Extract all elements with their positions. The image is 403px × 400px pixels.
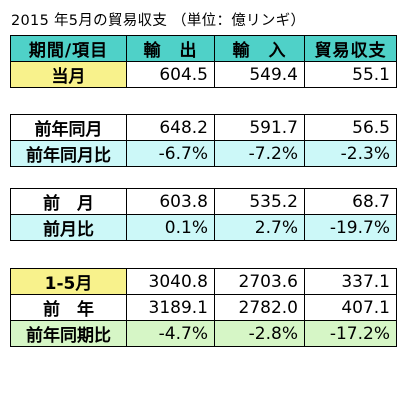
import-value: 535.2	[214, 188, 305, 215]
export-value: 603.8	[126, 188, 215, 215]
header-row: 期間/項目 輸 出 輸 入 貿易収支	[10, 35, 397, 62]
prev-year-period-ratio-row: 前年同期比 -4.7% -2.8% -17.2%	[10, 320, 397, 347]
export-value: 0.1%	[126, 214, 215, 241]
import-value: 2.7%	[214, 214, 305, 241]
row-label: 前年同月比	[10, 140, 127, 167]
current-month-row: 当月 604.5 549.4 55.1	[10, 61, 397, 88]
row-label: 前年同期比	[10, 320, 127, 347]
export-value: 3189.1	[126, 294, 215, 321]
balance-value: 56.5	[304, 114, 397, 141]
balance-value: 68.7	[304, 188, 397, 215]
row-label: 1-5月	[10, 268, 127, 295]
export-value: 604.5	[126, 61, 215, 88]
prev-year-month-row: 前年同月 648.2 591.7 56.5	[10, 114, 397, 141]
header-balance: 貿易収支	[304, 35, 397, 62]
prev-month-table: 前 月 603.8 535.2 68.7 前月比 0.1% 2.7% -19.7…	[10, 188, 397, 241]
current-month-table: 期間/項目 輸 出 輸 入 貿易収支 当月 604.5 549.4 55.1	[10, 35, 397, 88]
balance-value: 55.1	[304, 61, 397, 88]
row-label: 前 月	[10, 188, 127, 215]
row-label: 前年同月	[10, 114, 127, 141]
prev-month-ratio-row: 前月比 0.1% 2.7% -19.7%	[10, 214, 397, 241]
export-value: -4.7%	[126, 320, 215, 347]
ytd-table: 1-5月 3040.8 2703.6 337.1 前 年 3189.1 2782…	[10, 268, 397, 347]
header-export: 輸 出	[126, 35, 215, 62]
import-value: -7.2%	[214, 140, 305, 167]
row-label: 前 年	[10, 294, 127, 321]
balance-value: -19.7%	[304, 214, 397, 241]
balance-value: -17.2%	[304, 320, 397, 347]
balance-value: 337.1	[304, 268, 397, 295]
prev-month-row: 前 月 603.8 535.2 68.7	[10, 188, 397, 215]
import-value: 2782.0	[214, 294, 305, 321]
ytd-row: 1-5月 3040.8 2703.6 337.1	[10, 268, 397, 295]
import-value: 591.7	[214, 114, 305, 141]
import-value: -2.8%	[214, 320, 305, 347]
export-value: 3040.8	[126, 268, 215, 295]
balance-value: 407.1	[304, 294, 397, 321]
page-title: 2015 年5月の貿易収支 （単位：億リンギ）	[11, 13, 306, 29]
row-label: 当月	[10, 61, 127, 88]
header-import: 輸 入	[214, 35, 305, 62]
header-item: 期間/項目	[10, 35, 127, 62]
prev-year-row: 前 年 3189.1 2782.0 407.1	[10, 294, 397, 321]
balance-value: -2.3%	[304, 140, 397, 167]
prev-year-month-ratio-row: 前年同月比 -6.7% -7.2% -2.3%	[10, 140, 397, 167]
prev-year-month-table: 前年同月 648.2 591.7 56.5 前年同月比 -6.7% -7.2% …	[10, 114, 397, 167]
row-label: 前月比	[10, 214, 127, 241]
export-value: 648.2	[126, 114, 215, 141]
import-value: 549.4	[214, 61, 305, 88]
import-value: 2703.6	[214, 268, 305, 295]
export-value: -6.7%	[126, 140, 215, 167]
